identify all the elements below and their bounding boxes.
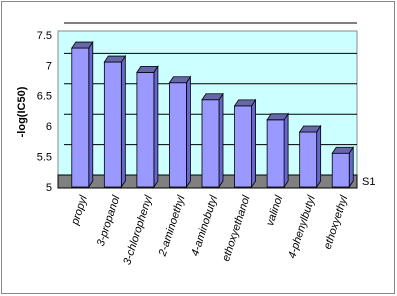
bar-front — [103, 61, 122, 188]
y-tick-label: 6 — [46, 121, 52, 133]
bar — [201, 92, 224, 189]
bar-front — [136, 72, 155, 188]
y-tick-label: 7.5 — [37, 30, 52, 42]
bar — [136, 65, 159, 189]
bar-front — [169, 82, 187, 188]
bar-front — [299, 131, 318, 188]
bar-top — [168, 76, 192, 84]
bar-top — [136, 66, 159, 73]
bar-side — [186, 75, 191, 189]
series-label: S1 — [362, 176, 375, 188]
bar-top — [71, 41, 94, 49]
y-tick-label: 7 — [46, 60, 52, 72]
bar-front — [266, 119, 285, 188]
bar — [71, 40, 94, 189]
bar-top — [233, 99, 257, 107]
bar — [298, 124, 322, 189]
bar — [331, 145, 354, 189]
y-tick-label: 5.5 — [37, 152, 52, 164]
bar-side — [88, 40, 94, 189]
y-tick-label: 6.5 — [37, 91, 52, 103]
y-tick-label: 5 — [46, 182, 52, 194]
bar-front — [234, 105, 252, 188]
bar-top — [331, 146, 354, 154]
y-axis-title: -log(IC50) — [16, 86, 28, 137]
bar — [103, 54, 127, 189]
bar-side — [153, 65, 159, 189]
bar-top — [266, 113, 289, 121]
bar-side — [218, 92, 224, 189]
bar-top — [103, 55, 127, 63]
bar — [266, 112, 289, 189]
bar-front — [71, 47, 90, 188]
bar-side — [348, 145, 354, 189]
bar-front — [201, 99, 220, 188]
bar — [168, 75, 192, 189]
bar-side — [120, 54, 126, 189]
bar-front — [331, 152, 350, 188]
bar-top — [201, 93, 224, 101]
bar-top — [298, 125, 322, 133]
bar-side — [283, 112, 289, 189]
bar-side — [251, 98, 256, 189]
bar — [233, 98, 257, 189]
bar-side — [316, 124, 322, 189]
